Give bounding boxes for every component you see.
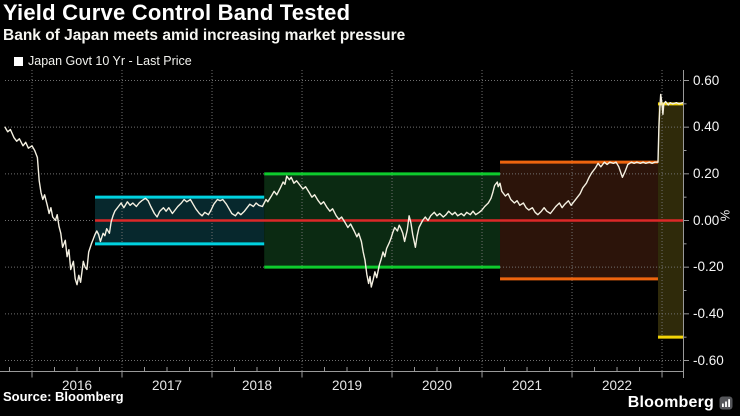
y-tick-label: -0.40: [693, 305, 724, 321]
y-axis-unit-label: %: [717, 209, 733, 222]
bloomberg-chart-icon: [719, 396, 733, 410]
y-tick-label: 0.40: [693, 119, 720, 135]
x-tick-label: 2018: [241, 378, 273, 393]
y-tick-label: 0.20: [693, 165, 720, 181]
y-tick-label: -0.20: [693, 259, 724, 275]
legend-label: Japan Govt 10 Yr - Last Price: [28, 54, 192, 68]
bloomberg-logo-text: Bloomberg: [627, 394, 714, 411]
chart-subtitle: Bank of Japan meets amid increasing mark…: [3, 27, 406, 44]
x-tick-label: 2020: [421, 378, 453, 393]
legend-marker-icon: [14, 56, 23, 66]
x-tick-label: 2019: [331, 378, 363, 393]
legend: Japan Govt 10 Yr - Last Price: [14, 54, 192, 68]
price-line: [4, 93, 684, 288]
x-tick-label: 2021: [511, 378, 543, 393]
x-tick-label: 2017: [151, 378, 183, 393]
x-tick-label: 2022: [601, 378, 633, 393]
y-tick-label: -0.60: [693, 352, 724, 368]
bloomberg-logo: Bloomberg: [628, 394, 733, 412]
chart-title: Yield Curve Control Band Tested: [3, 0, 351, 25]
y-tick-label: 0.00: [693, 212, 720, 228]
source-note: Source: Bloomberg: [3, 389, 124, 404]
x-tick-label: 2016: [61, 378, 93, 393]
y-tick-label: 0.60: [693, 72, 720, 88]
